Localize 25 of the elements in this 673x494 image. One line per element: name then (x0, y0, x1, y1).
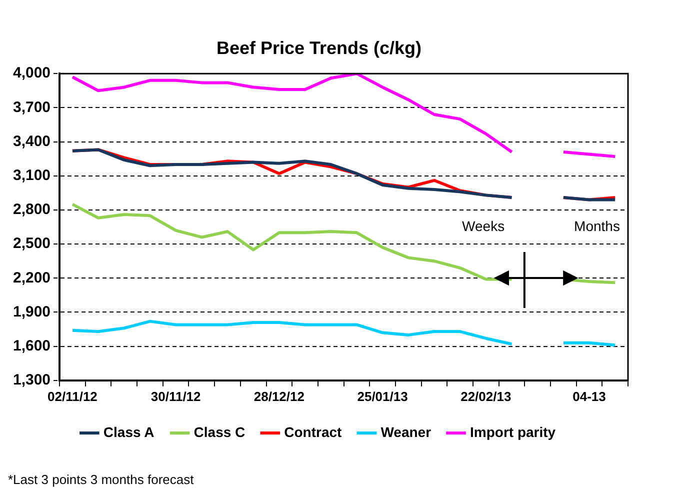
legend-label: Class C (194, 424, 246, 440)
x-tick-label: 28/12/12 (254, 388, 304, 404)
legend-label: Contract (284, 424, 342, 440)
y-tick-label: 3,700 (12, 98, 51, 116)
annotation: Months (574, 218, 620, 234)
x-tick-label: 04-13 (572, 388, 606, 404)
y-tick-label: 1,300 (12, 372, 51, 389)
legend-label: Weaner (380, 424, 432, 440)
chart-title: Beef Price Trends (c/kg) (216, 38, 422, 58)
y-tick-label: 2,500 (12, 235, 51, 252)
text: *Last 3 points 3 months forecast (8, 472, 194, 487)
x-tick-label: 30/11/12 (150, 388, 201, 404)
y-tick-label: 1,600 (12, 337, 51, 354)
y-tick-label: 4,000 (12, 64, 51, 82)
x-tick-label: 25/01/13 (357, 388, 408, 404)
y-tick-label: 2,800 (12, 201, 51, 218)
y-tick-label: 2,200 (12, 269, 51, 286)
y-tick-label: 3,400 (12, 132, 51, 150)
x-tick-label: 02/11/12 (48, 388, 98, 404)
x-tick-label: 22/02/13 (460, 388, 512, 404)
annotation: Weeks (462, 218, 505, 234)
y-tick-label: 3,100 (12, 167, 51, 184)
y-tick-label: 1,900 (12, 303, 51, 320)
legend-label: Import parity (470, 424, 556, 440)
legend-label: Class A (103, 424, 154, 440)
